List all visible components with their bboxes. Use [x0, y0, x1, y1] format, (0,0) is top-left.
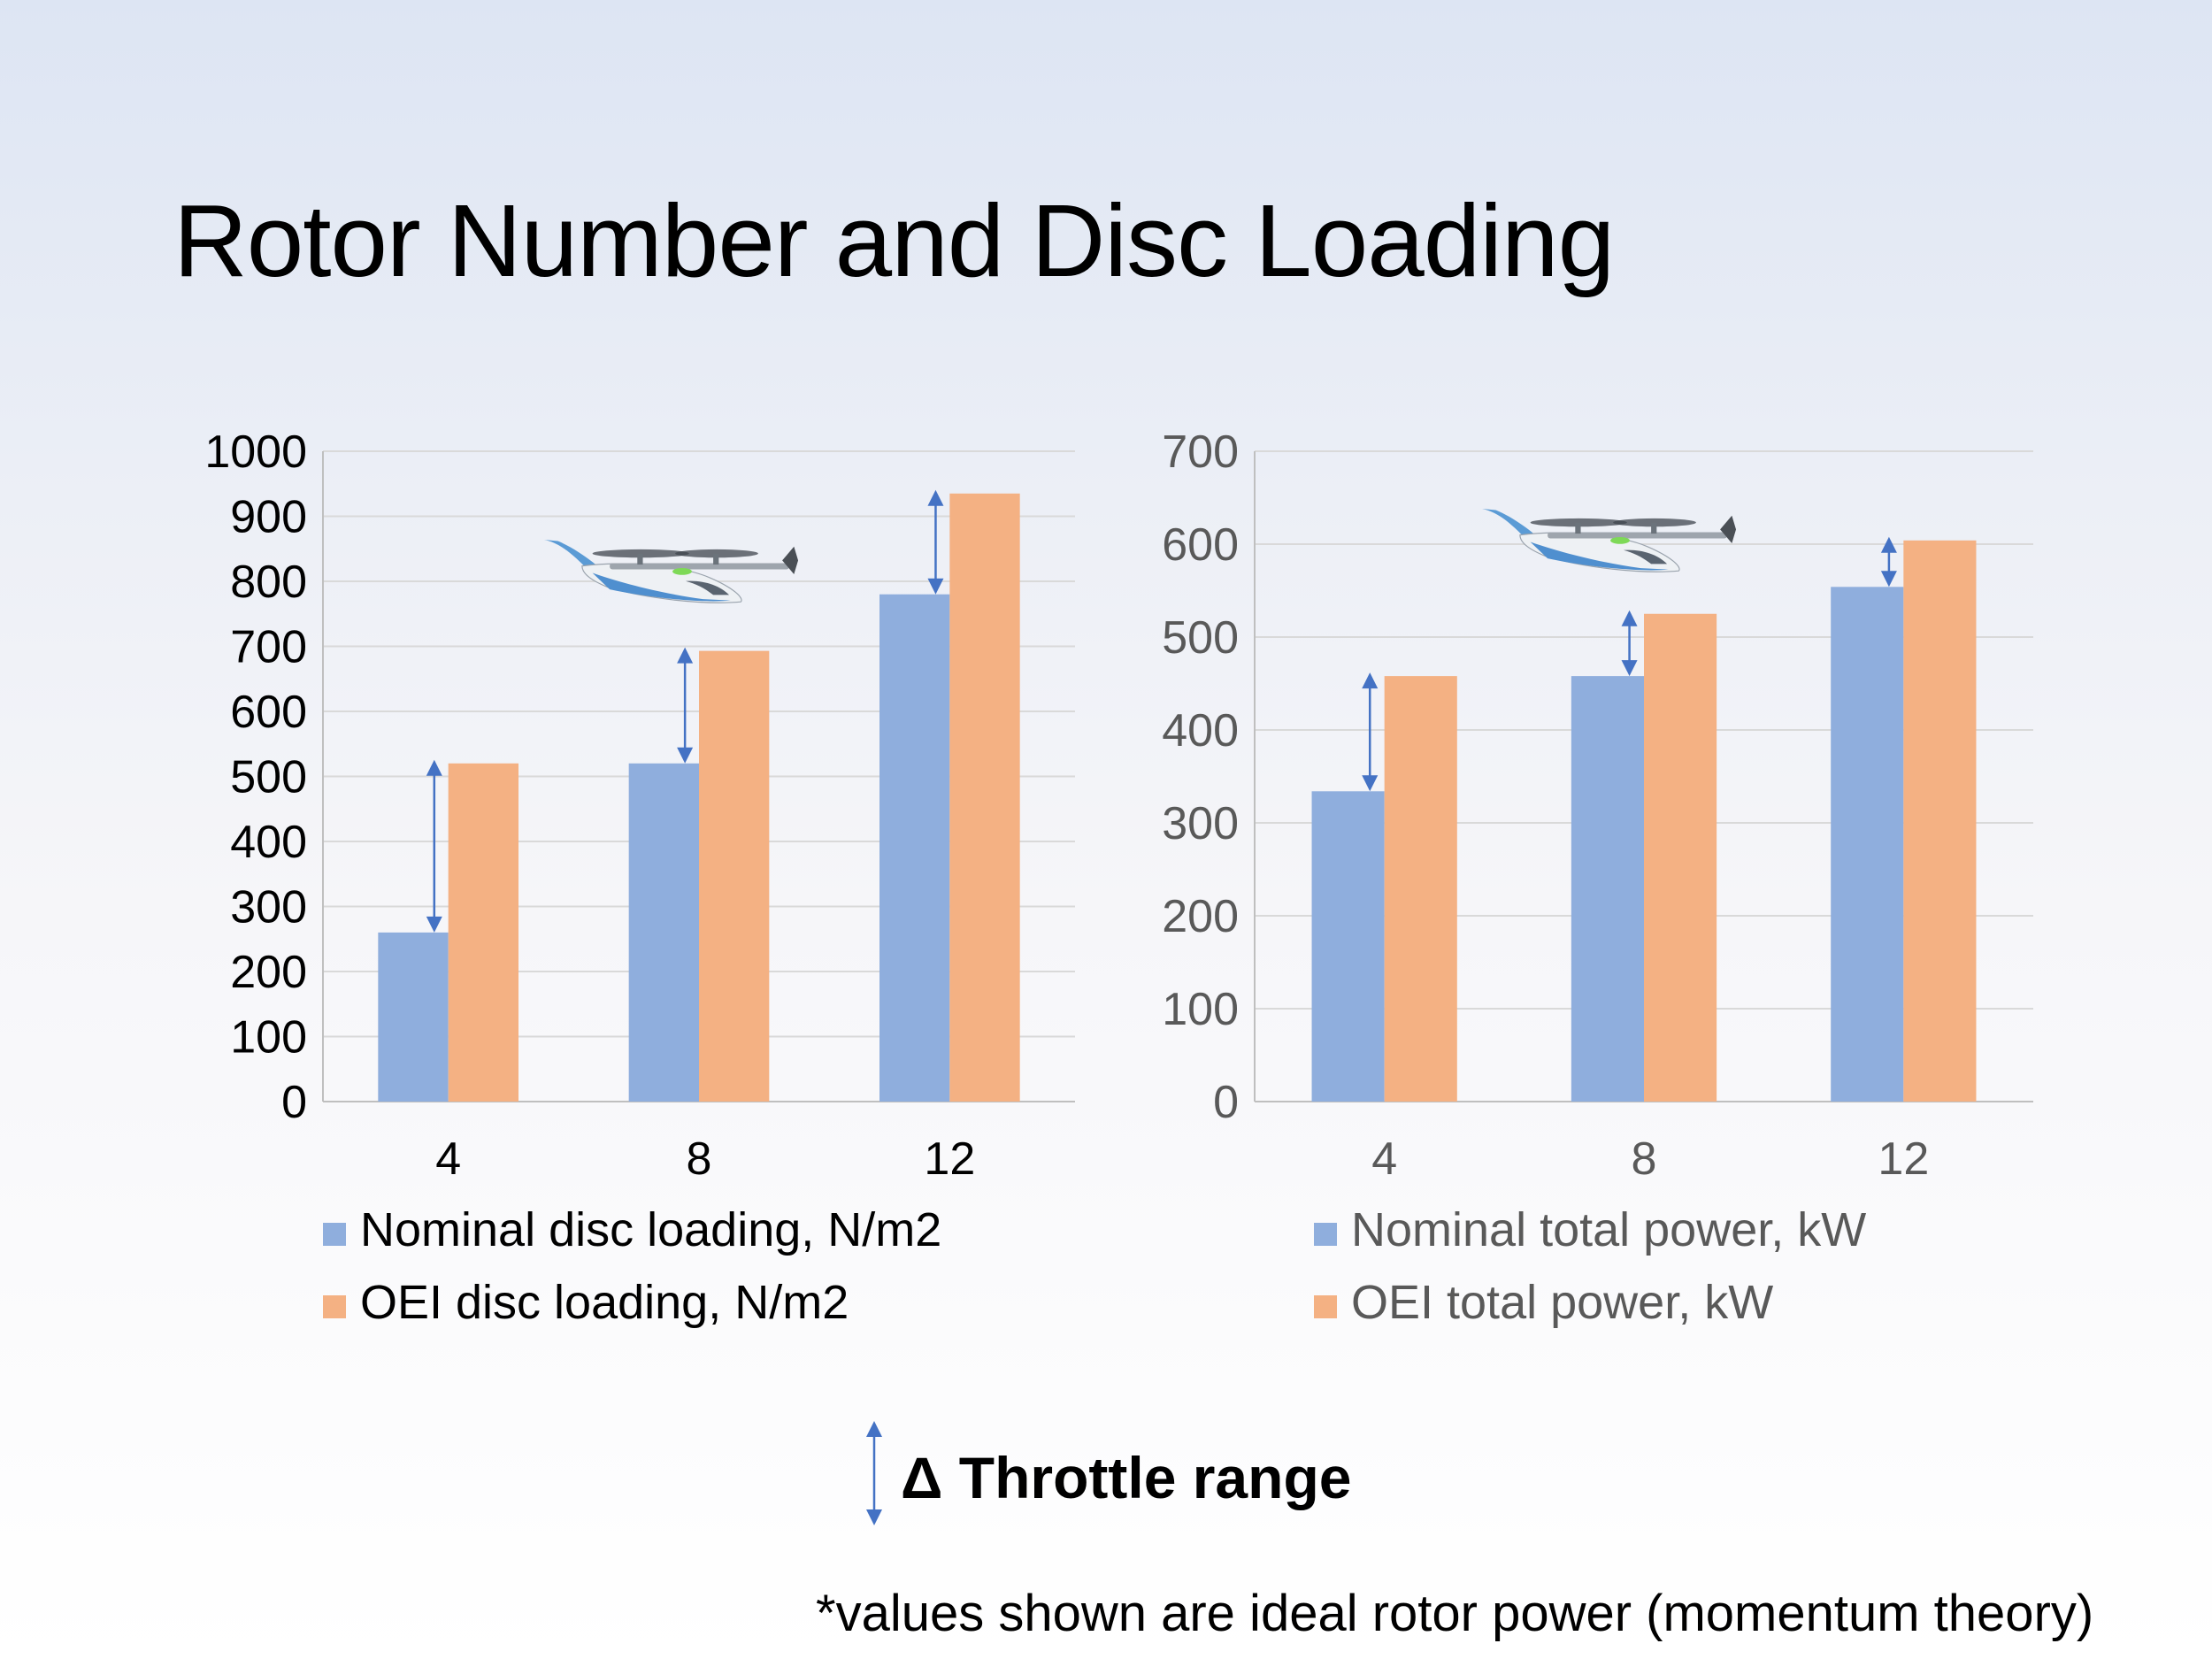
y-tick-label: 100: [1162, 984, 1239, 1035]
x-tick-label: 4: [435, 1133, 461, 1185]
y-tick-label: 600: [230, 687, 307, 738]
throttle-range-arrow: [927, 489, 944, 595]
y-tick-label: 700: [230, 622, 307, 673]
nominal-bar: [378, 932, 449, 1102]
double-arrow-icon: [866, 1421, 882, 1525]
y-tick-label: 1000: [204, 426, 307, 478]
y-tick-label: 0: [281, 1077, 307, 1128]
legend-label: Nominal disc loading, N/m2: [360, 1203, 941, 1256]
y-tick-label: 0: [1213, 1077, 1239, 1128]
y-tick-label: 400: [230, 817, 307, 868]
legend-swatch-nominal: [323, 1223, 346, 1246]
y-tick-label: 200: [1162, 891, 1239, 942]
throttle-range-arrow: [1880, 536, 1897, 588]
throttle-range-label: Δ Throttle range: [901, 1445, 1352, 1510]
y-tick-label: 300: [230, 882, 307, 933]
oei-bar: [448, 763, 518, 1102]
legend-label: Nominal total power, kW: [1351, 1203, 1866, 1256]
oei-bar: [949, 493, 1020, 1102]
y-tick-label: 300: [1162, 798, 1239, 849]
y-tick-label: 100: [230, 1012, 307, 1064]
throttle-range-arrow: [426, 759, 442, 933]
nominal-bar: [1831, 587, 1904, 1102]
x-tick-label: 4: [1371, 1133, 1397, 1185]
nominal-bar: [628, 763, 699, 1102]
y-tick-label: 200: [230, 947, 307, 998]
throttle-range-arrow: [1362, 672, 1379, 792]
aircraft-illustration: [544, 540, 799, 603]
legend-swatch-nominal: [1314, 1223, 1337, 1246]
nominal-bar: [879, 594, 950, 1102]
y-tick-label: 900: [230, 492, 307, 543]
oei-bar: [699, 650, 770, 1102]
y-tick-label: 500: [1162, 612, 1239, 664]
y-tick-label: 500: [230, 752, 307, 803]
legend-swatch-oei: [323, 1295, 346, 1318]
y-tick-label: 600: [1162, 519, 1239, 571]
x-tick-label: 8: [1632, 1133, 1657, 1185]
slide-title: Rotor Number and Disc Loading: [173, 183, 1615, 298]
y-tick-label: 700: [1162, 426, 1239, 478]
oei-bar: [1384, 676, 1457, 1102]
legend-label: OEI disc loading, N/m2: [360, 1276, 849, 1329]
legend-label: OEI total power, kW: [1351, 1276, 1773, 1329]
throttle-range-arrow: [677, 647, 694, 764]
x-tick-label: 12: [1878, 1133, 1929, 1185]
disc-loading-chart: 0 100 200 300 400 500 600 700 800 900 1000 4 8 12 Nomi…: [204, 426, 1075, 1329]
x-tick-label: 8: [687, 1133, 712, 1185]
legend-swatch-oei: [1314, 1295, 1337, 1318]
throttle-range-arrow: [1621, 610, 1638, 677]
footnote: *values shown are ideal rotor power (mom…: [816, 1585, 2094, 1642]
y-tick-label: 800: [230, 557, 307, 608]
oei-bar: [1644, 613, 1717, 1102]
throttle-range-key: [866, 1421, 882, 1525]
x-tick-label: 12: [924, 1133, 975, 1185]
nominal-bar: [1311, 791, 1385, 1102]
oei-bar: [1903, 540, 1977, 1102]
aircraft-illustration: [1482, 509, 1737, 572]
nominal-bar: [1571, 676, 1644, 1102]
y-tick-label: 400: [1162, 705, 1239, 757]
